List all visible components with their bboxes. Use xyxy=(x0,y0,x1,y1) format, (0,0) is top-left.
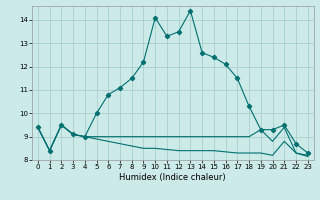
X-axis label: Humidex (Indice chaleur): Humidex (Indice chaleur) xyxy=(119,173,226,182)
